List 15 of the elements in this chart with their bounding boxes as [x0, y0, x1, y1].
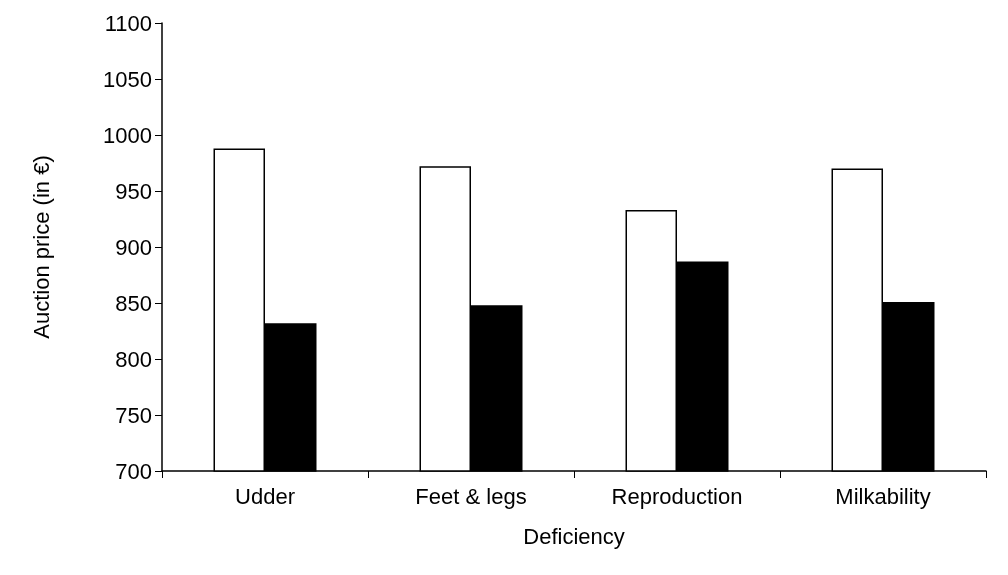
y-tick-label: 700 — [115, 458, 152, 484]
x-tick-label: Udder — [235, 483, 295, 509]
y-tick-label: 1100 — [104, 10, 152, 36]
x-tick-label: Reproduction — [611, 483, 743, 509]
y-tick-label: 1050 — [103, 66, 152, 92]
y-tick-label: 900 — [115, 234, 152, 260]
x-axis-title: Deficiency — [523, 523, 625, 549]
x-tick-label: Feet & legs — [415, 483, 527, 509]
y-tick-label: 1000 — [103, 122, 152, 148]
y-tick-label: 800 — [115, 346, 152, 372]
y-tick-label: 750 — [115, 402, 152, 428]
x-tick-label: Milkability — [835, 483, 931, 509]
y-tick-label: 950 — [115, 178, 152, 204]
y-axis-title: Auction price (in €) — [28, 155, 54, 339]
y-tick-label: 850 — [115, 290, 152, 316]
